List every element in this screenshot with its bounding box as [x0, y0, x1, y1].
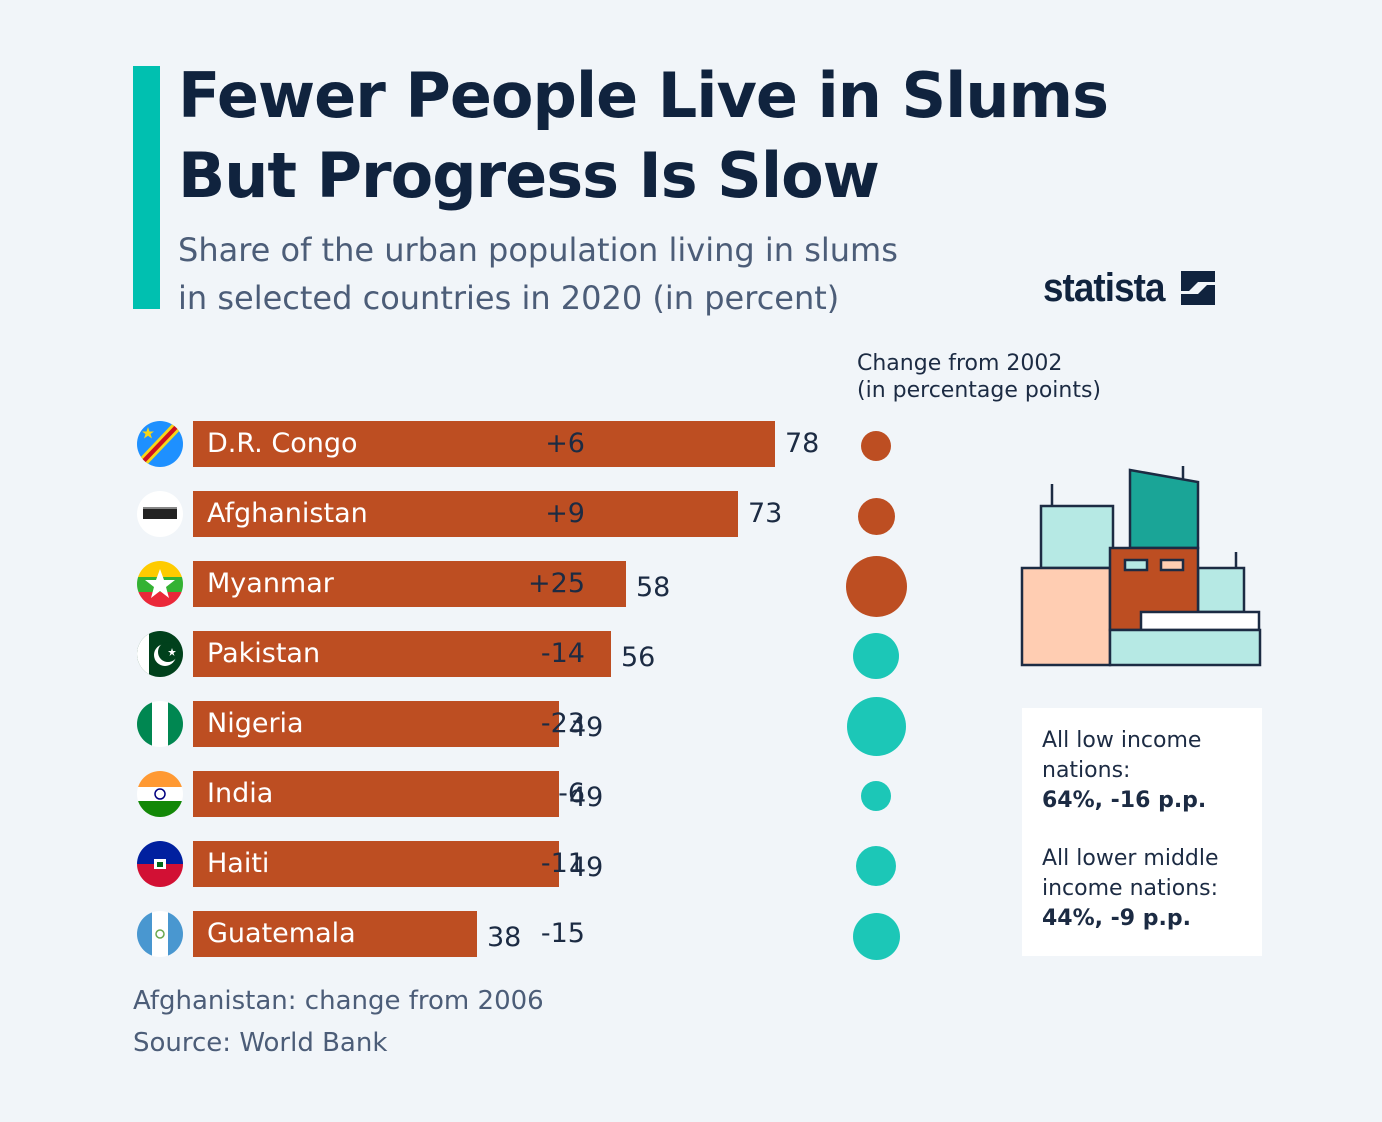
- lower-middle-income-label-line-1: All lower middle: [1042, 846, 1219, 871]
- gt-flag-icon: [137, 911, 183, 957]
- af-flag-icon: [137, 491, 183, 537]
- change-value-label: -14: [540, 638, 585, 669]
- mm-flag-icon: [137, 561, 183, 607]
- bar-value-label: 49: [569, 712, 604, 743]
- buildings-illustration-icon: [1020, 466, 1262, 667]
- change-value-label: -6: [558, 778, 585, 809]
- in-flag-icon: [137, 771, 183, 817]
- footer: Afghanistan: change from 2006 Source: Wo…: [133, 980, 544, 1064]
- source-note: Source: World Bank: [133, 1028, 388, 1058]
- bar-category-label: Pakistan: [207, 638, 321, 669]
- low-income-label-line-1: All low income: [1042, 728, 1202, 753]
- subtitle-line-1: Share of the urban population living in …: [178, 231, 898, 269]
- cd-flag-icon: [137, 421, 183, 467]
- lower-middle-income-value: 44%, -9 p.p.: [1042, 906, 1191, 931]
- title-line-1: Fewer People Live in Slums: [178, 59, 1109, 132]
- title-line-2: But Progress Is Slow: [178, 139, 880, 212]
- footnote: Afghanistan: change from 2006: [133, 986, 544, 1016]
- bar-value-label: 38: [487, 922, 522, 953]
- change-bubble: [861, 431, 891, 461]
- low-income-label-line-2: nations:: [1042, 758, 1131, 783]
- change-bubble: [845, 555, 907, 617]
- change-column-header: Change from 2002 (in percentage points): [857, 350, 1101, 404]
- change-bubble: [856, 846, 896, 886]
- bar: India: [193, 771, 559, 817]
- chart-row: Myanmar 58 +25: [0, 555, 1000, 617]
- change-bubble: [853, 633, 899, 679]
- income-groups-info-box: All low income nations: 64%, -16 p.p. Al…: [1022, 708, 1262, 956]
- low-income-value: 64%, -16 p.p.: [1042, 788, 1207, 813]
- lower-middle-income-label: All lower middle income nations:: [1042, 844, 1262, 904]
- bar: Nigeria: [193, 701, 559, 747]
- change-header-line-2: (in percentage points): [857, 378, 1102, 403]
- chart-row: Afghanistan 73 +9: [0, 491, 1000, 537]
- change-bubble: [846, 696, 906, 756]
- change-value-label: -15: [540, 918, 585, 949]
- lower-middle-income-label-line-2: income nations:: [1042, 876, 1219, 901]
- chart-title: Fewer People Live in Slums But Progress …: [178, 56, 1178, 216]
- title-accent-bar: [133, 66, 160, 309]
- change-value-label: -11: [540, 848, 585, 879]
- chart-row: India 49 -6: [0, 771, 1000, 817]
- pk-flag-icon: [137, 631, 183, 677]
- low-income-label: All low income nations:: [1042, 726, 1262, 786]
- bar-category-label: Nigeria: [207, 708, 304, 739]
- change-value-label: +6: [545, 428, 585, 459]
- bar-category-label: Guatemala: [207, 918, 356, 949]
- bar-category-label: India: [207, 778, 274, 809]
- change-bubble: [861, 781, 891, 811]
- bar: Afghanistan: [193, 491, 738, 537]
- statista-logo-icon: [1181, 271, 1216, 305]
- chart-row: Guatemala 38 -15: [0, 911, 1000, 960]
- change-value-label: +25: [528, 568, 585, 599]
- bar: Pakistan: [193, 631, 611, 677]
- bar: Myanmar: [193, 561, 626, 607]
- change-bubble: [852, 912, 900, 960]
- bar-category-label: Haiti: [207, 848, 270, 879]
- bar-value-label: 49: [569, 852, 604, 883]
- bar-category-label: D.R. Congo: [207, 428, 358, 459]
- bar: Haiti: [193, 841, 559, 887]
- change-value-label: -23: [540, 708, 585, 739]
- bar-value-label: 58: [636, 572, 671, 603]
- statista-logo: statista: [1043, 265, 1216, 310]
- bar-category-label: Myanmar: [207, 568, 334, 599]
- chart-row: D.R. Congo 78 +6: [0, 421, 1000, 467]
- chart-row: Nigeria 49 -23: [0, 696, 1000, 756]
- bar-category-label: Afghanistan: [207, 498, 368, 529]
- chart-subtitle: Share of the urban population living in …: [178, 226, 1038, 322]
- bar-value-label: 56: [621, 642, 656, 673]
- bar-value-label: 73: [748, 498, 783, 529]
- bar: D.R. Congo: [193, 421, 775, 467]
- subtitle-line-2: in selected countries in 2020 (in percen…: [178, 279, 840, 317]
- bar: Guatemala: [193, 911, 477, 957]
- change-bubble: [857, 497, 895, 535]
- ng-flag-icon: [137, 701, 183, 747]
- chart-row: Haiti 49 -11: [0, 841, 1000, 887]
- logo-text: statista: [1043, 265, 1165, 310]
- chart-row: Pakistan 56 -14: [0, 631, 1000, 679]
- change-header-line-1: Change from 2002: [857, 351, 1063, 376]
- bar-value-label: 49: [569, 782, 604, 813]
- bar-value-label: 78: [785, 428, 820, 459]
- ht-flag-icon: [137, 841, 183, 887]
- change-value-label: +9: [545, 498, 585, 529]
